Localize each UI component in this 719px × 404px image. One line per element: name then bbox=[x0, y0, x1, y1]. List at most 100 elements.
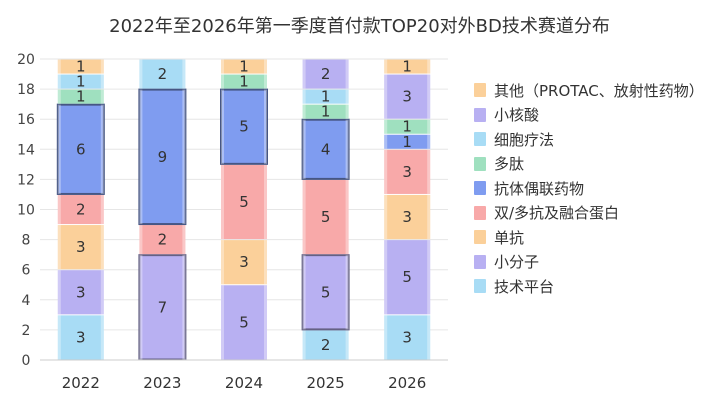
bar-segment bbox=[139, 59, 186, 89]
bar-segment bbox=[221, 74, 267, 89]
bar-segment-edge bbox=[384, 134, 388, 149]
bar-segment-edge bbox=[264, 59, 267, 74]
bar-segment-edge bbox=[57, 315, 61, 360]
bar-segment-edge bbox=[384, 149, 388, 194]
bar-segment bbox=[384, 74, 431, 119]
bar-segment-edge bbox=[427, 59, 431, 74]
bar-segment bbox=[221, 285, 267, 360]
bar-segment-edge bbox=[100, 59, 104, 74]
legend-swatch bbox=[474, 205, 486, 220]
data-label: 1 bbox=[76, 73, 86, 91]
bar-segment-edge bbox=[57, 89, 61, 104]
y-tick-label: 18 bbox=[17, 82, 35, 98]
x-category-label: 2025 bbox=[307, 374, 345, 392]
bar-segment-edge bbox=[345, 330, 349, 360]
bar-segment bbox=[384, 149, 431, 194]
data-label: 1 bbox=[76, 58, 86, 76]
data-label: 1 bbox=[402, 133, 412, 151]
legend-label: 多肽 bbox=[494, 155, 525, 174]
bar-segment-edge bbox=[139, 59, 143, 89]
data-label: 1 bbox=[239, 73, 249, 91]
x-category-label: 2023 bbox=[143, 374, 181, 392]
legend-item: 双/多抗及融合蛋白 bbox=[474, 201, 704, 226]
y-tick-label: 0 bbox=[22, 353, 31, 369]
bar-segment-edge bbox=[384, 240, 388, 315]
bar-segment-edge bbox=[264, 74, 267, 89]
bar-segment-edge bbox=[302, 330, 306, 360]
bar-segment bbox=[57, 315, 104, 360]
legend-label: 技术平台 bbox=[494, 277, 555, 296]
legend-swatch bbox=[474, 279, 486, 294]
data-label: 5 bbox=[239, 118, 249, 136]
bar-segment-edge bbox=[427, 149, 431, 194]
bar-segment-edge bbox=[427, 74, 431, 119]
legend-label: 小核酸 bbox=[494, 106, 540, 125]
bar-segment-edge bbox=[427, 119, 431, 134]
bar-segment-edge bbox=[264, 89, 267, 164]
bar-segment-edge bbox=[384, 119, 388, 134]
bar-segment-edge bbox=[345, 179, 349, 255]
bar-segment-edge bbox=[345, 119, 349, 179]
data-label: 3 bbox=[239, 253, 249, 271]
bar-segment-edge bbox=[427, 240, 431, 315]
bar-segment-edge bbox=[302, 104, 306, 119]
data-label: 2 bbox=[321, 336, 331, 354]
bar-segment-edge bbox=[427, 134, 431, 149]
bar-segment bbox=[57, 74, 104, 89]
legend-swatch bbox=[474, 132, 486, 147]
data-label: 3 bbox=[76, 328, 86, 346]
legend-swatch bbox=[474, 230, 486, 245]
bar-segment-edge bbox=[57, 194, 61, 225]
data-label: 1 bbox=[76, 88, 86, 106]
legend-swatch bbox=[474, 181, 486, 196]
bar-segment-edge bbox=[221, 59, 224, 74]
bar-segment-edge bbox=[100, 225, 104, 270]
legend-item: 抗体偶联药物 bbox=[474, 176, 704, 201]
bar-segment bbox=[302, 330, 349, 360]
legend-item: 细胞疗法 bbox=[474, 127, 704, 152]
legend-swatch bbox=[474, 156, 486, 171]
data-label: 3 bbox=[76, 283, 86, 301]
x-category-label: 2022 bbox=[62, 374, 100, 392]
bar-segment bbox=[57, 225, 104, 270]
legend-label: 小分子 bbox=[494, 253, 540, 272]
bar-segment-edge bbox=[384, 315, 388, 360]
y-tick-label: 6 bbox=[22, 263, 31, 279]
x-category-label: 2026 bbox=[388, 374, 426, 392]
bar-segment-edge bbox=[100, 104, 104, 194]
legend-label: 其他（PROTAC、放射性药物） bbox=[494, 81, 704, 100]
data-label: 1 bbox=[321, 88, 331, 106]
bar-segment-edge bbox=[221, 285, 224, 360]
legend-label: 抗体偶联药物 bbox=[494, 179, 585, 198]
bar-segment-edge bbox=[302, 179, 306, 255]
y-tick-label: 20 bbox=[17, 52, 35, 68]
bar-segment-edge bbox=[221, 164, 224, 240]
y-tick-label: 2 bbox=[22, 323, 31, 339]
bar-segment bbox=[384, 194, 431, 240]
bar-segment-edge bbox=[345, 255, 349, 330]
bar-segment-edge bbox=[345, 104, 349, 119]
y-tick-label: 4 bbox=[22, 293, 31, 309]
bar-segment-edge bbox=[264, 285, 267, 360]
bar-segment bbox=[302, 89, 349, 104]
bar-segment-edge bbox=[384, 194, 388, 240]
bar-segment-edge bbox=[384, 74, 388, 119]
bar-segment-edge bbox=[264, 240, 267, 285]
bar-segment bbox=[57, 270, 104, 315]
legend-label: 细胞疗法 bbox=[494, 130, 555, 149]
bar-segment bbox=[220, 88, 268, 165]
data-label: 5 bbox=[321, 283, 331, 301]
bar-segment bbox=[56, 103, 105, 195]
legend-item: 其他（PROTAC、放射性药物） bbox=[474, 78, 704, 103]
data-label: 9 bbox=[158, 148, 168, 166]
data-label: 1 bbox=[321, 103, 331, 121]
legend-swatch bbox=[474, 107, 486, 122]
data-label: 1 bbox=[239, 58, 249, 76]
bar-segment-edge bbox=[384, 59, 388, 74]
y-tick-label: 14 bbox=[17, 142, 35, 158]
bar-segment-edge bbox=[57, 104, 61, 194]
y-tick-label: 10 bbox=[17, 203, 35, 219]
legend-item: 单抗 bbox=[474, 225, 704, 250]
